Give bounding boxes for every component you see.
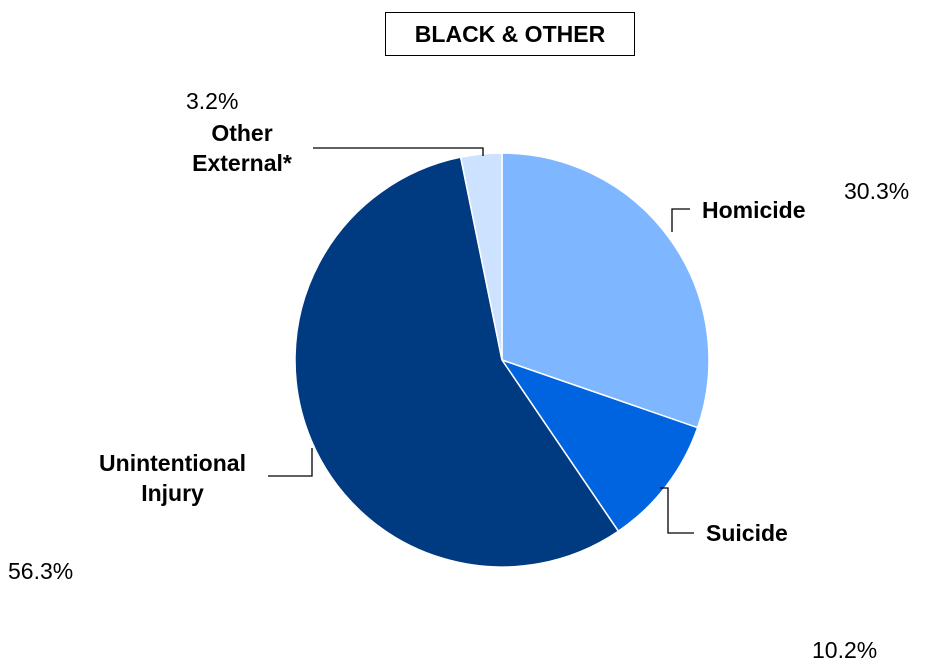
- label-suicide: Suicide: [706, 520, 788, 546]
- label-unintentional-injury: Unintentional Injury: [99, 450, 246, 506]
- pie-slice-homicide: [501, 152, 710, 429]
- percent-label-unintentional-injury: 56.3%: [8, 558, 74, 584]
- leader-line-homicide: [671, 208, 690, 232]
- leader-line-other-external: [313, 147, 484, 156]
- chart-title: BLACK & OTHER: [385, 12, 635, 56]
- pie-slice-unintentional-injury: [294, 156, 620, 568]
- label-other-external: Other External*: [192, 120, 292, 176]
- percent-label-suicide: 10.2%: [812, 637, 878, 663]
- label-homicide: Homicide: [702, 197, 806, 223]
- pie-slice-suicide: [500, 358, 699, 533]
- percent-label-homicide: 30.3%: [844, 178, 910, 204]
- leader-line-unintentional-injury: [268, 448, 313, 477]
- percent-label-other-external: 3.2%: [186, 88, 239, 114]
- leader-line-suicide: [660, 487, 694, 534]
- pie-slice-other-external: [459, 152, 503, 361]
